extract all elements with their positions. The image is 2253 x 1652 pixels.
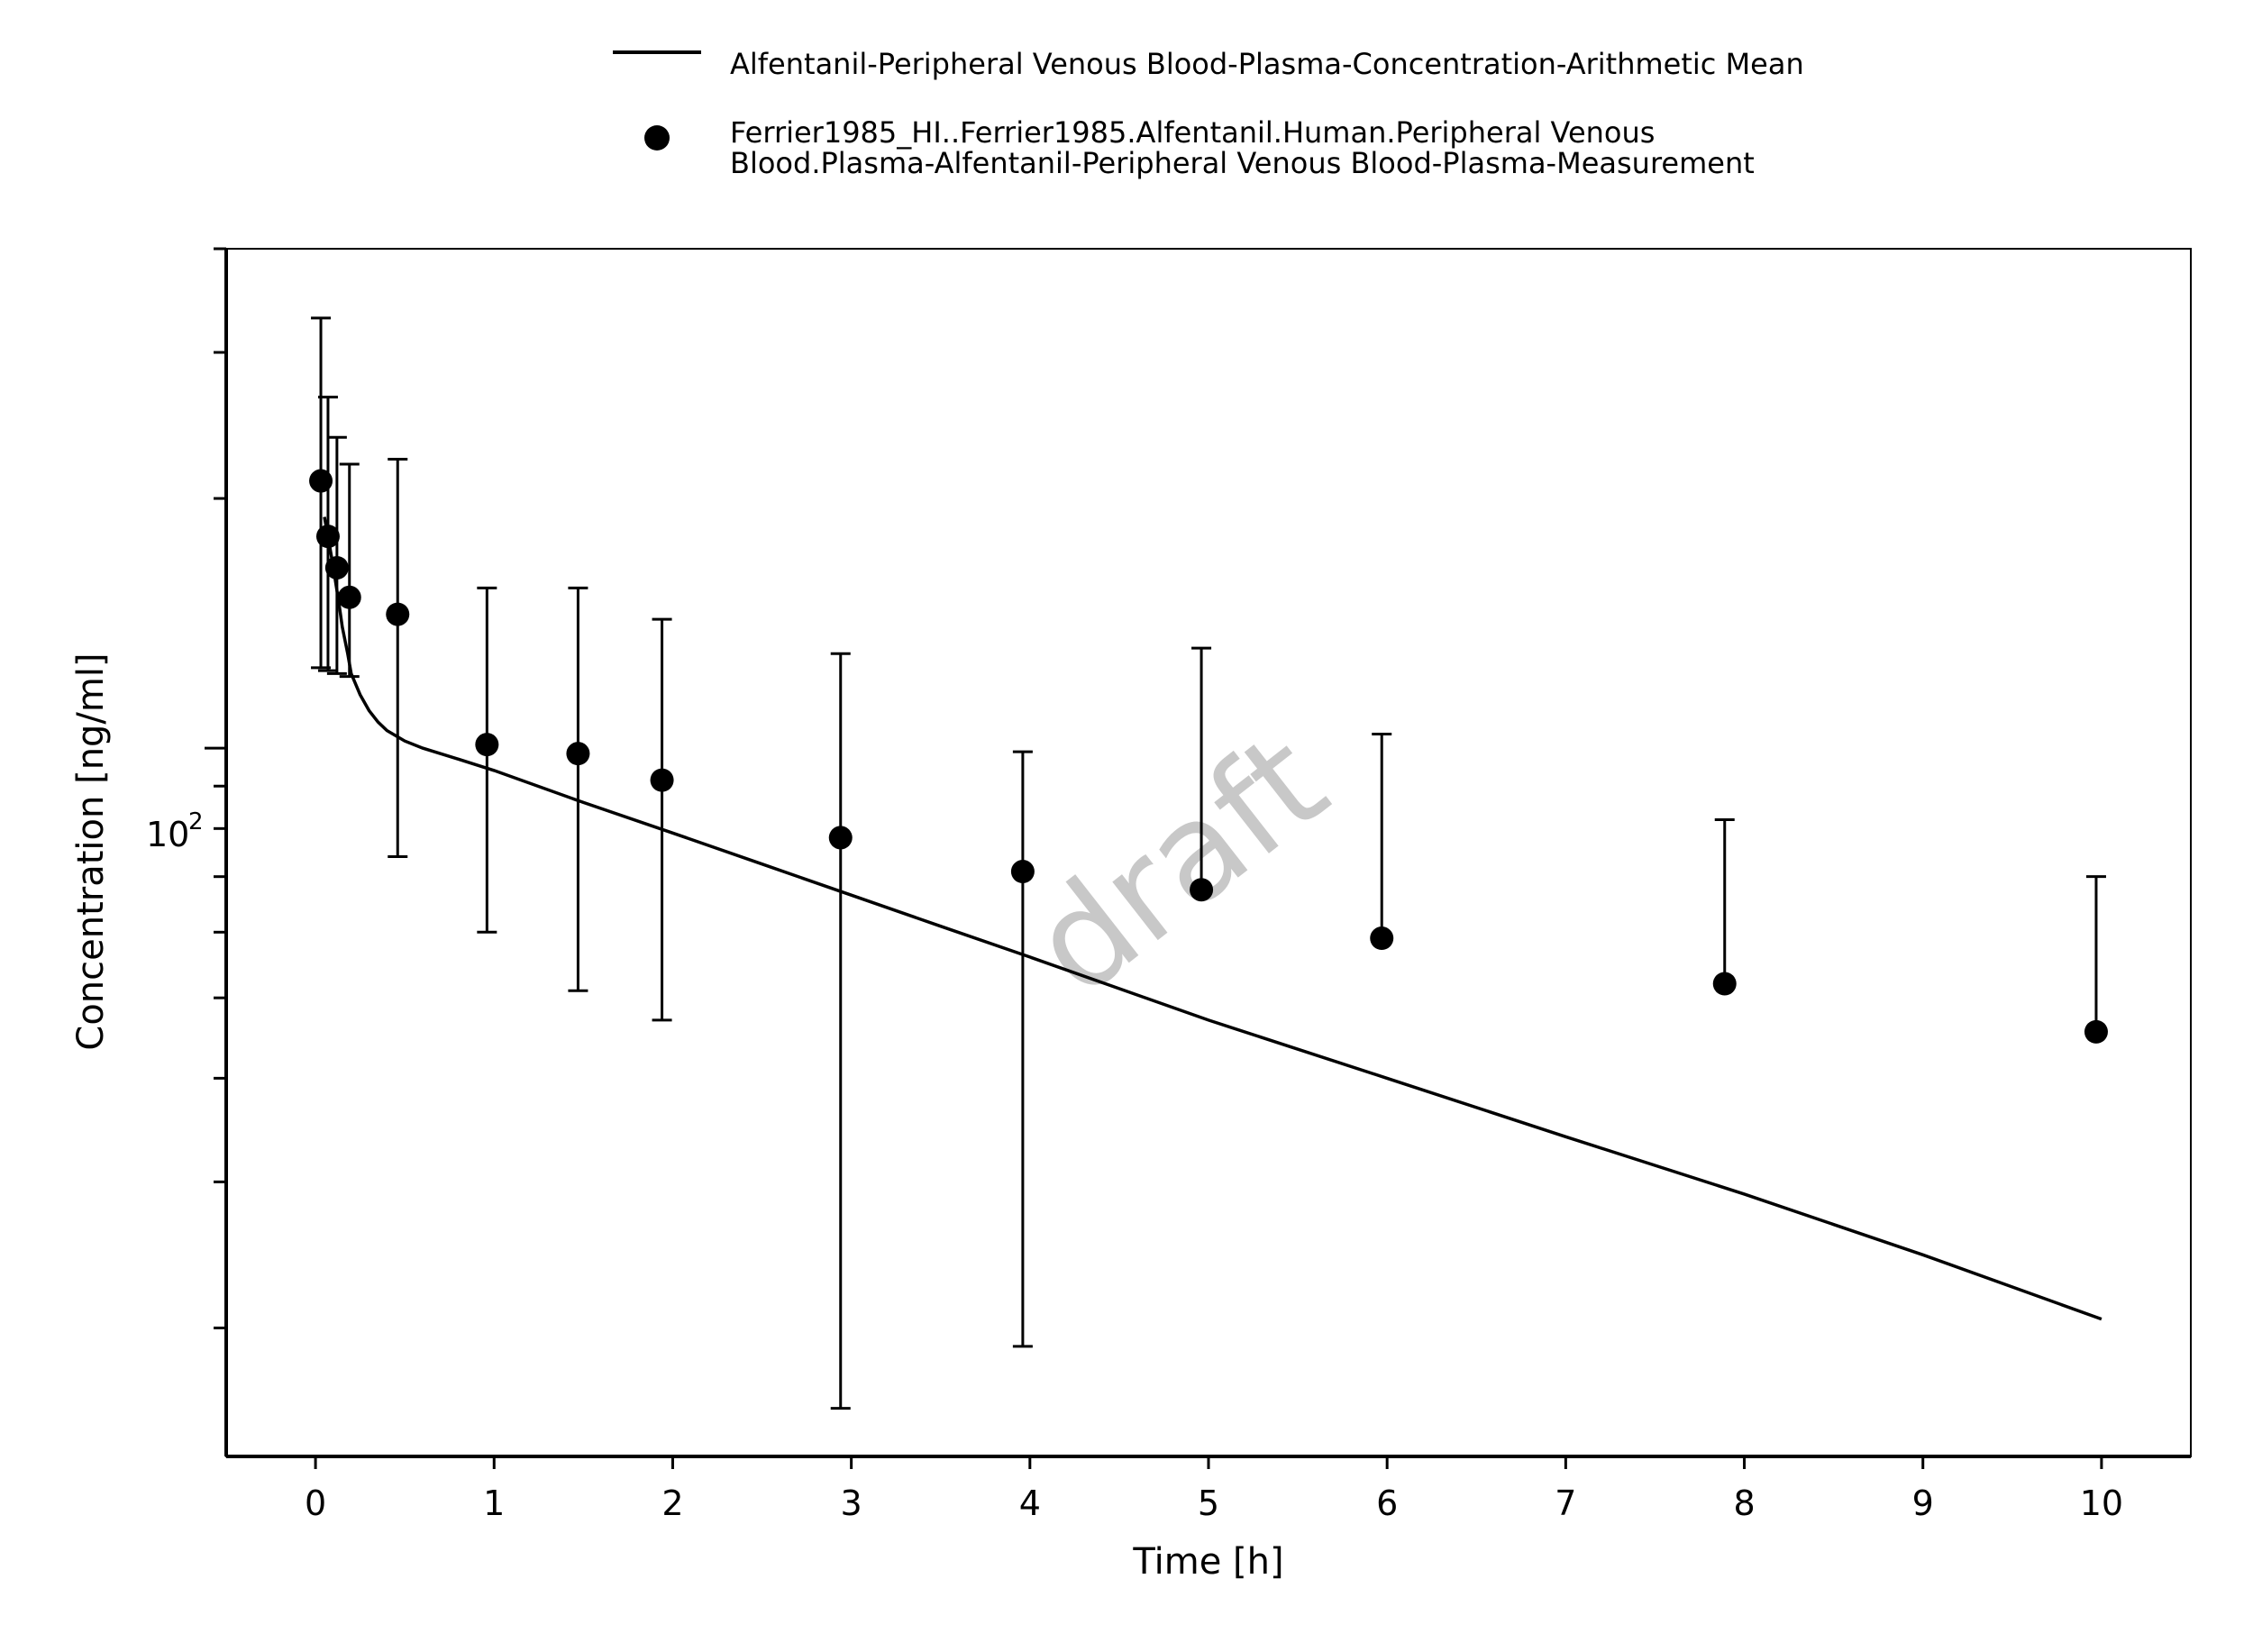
x-tick-label: 6 — [1376, 1483, 1398, 1523]
y-tick-label-base: 10 — [146, 815, 189, 854]
simulation-line — [323, 516, 2102, 1321]
x-tick-label: 7 — [1555, 1483, 1576, 1523]
x-tick-label: 4 — [1019, 1483, 1041, 1523]
data-point — [566, 742, 590, 766]
x-axis-label: Time [h] — [1132, 1541, 1283, 1583]
data-point — [475, 733, 499, 757]
x-tick-label: 9 — [1912, 1483, 1934, 1523]
x-tick-label: 3 — [841, 1483, 862, 1523]
observed-markers — [309, 469, 2108, 1044]
legend-label-observed-line-1: Ferrier1985_HI..Ferrier1985.Alfentanil.H… — [730, 115, 1655, 150]
y-axis-ticks — [205, 247, 226, 1329]
x-tick-label: 8 — [1733, 1483, 1755, 1523]
data-point — [1010, 860, 1035, 884]
legend-label-observed-line-2: Blood.Plasma-Alfentanil-Peripheral Venou… — [730, 146, 1755, 180]
observed-error-bars — [311, 316, 2106, 1410]
data-point — [337, 585, 361, 609]
legend: Alfentanil-Peripheral Venous Blood-Plasm… — [613, 47, 1804, 180]
data-point — [309, 469, 333, 493]
x-tick-label: 1 — [483, 1483, 505, 1523]
data-point — [1370, 926, 1394, 951]
x-tick-label: 10 — [2080, 1483, 2123, 1523]
x-tick-label: 0 — [305, 1483, 326, 1523]
draft-watermark: draft — [1004, 704, 1355, 1026]
x-axis-ticks: 0 1 2 3 4 5 6 7 8 9 10 — [305, 1456, 2123, 1523]
data-point — [650, 768, 674, 792]
data-point — [315, 525, 340, 549]
data-point — [2084, 1019, 2108, 1044]
data-point — [1712, 972, 1737, 996]
data-point — [324, 555, 349, 580]
data-point — [828, 826, 853, 850]
y-tick-label-100: 10 2 — [146, 808, 204, 854]
data-point — [1190, 878, 1214, 902]
legend-label-simulation: Alfentanil-Peripheral Venous Blood-Plasm… — [730, 47, 1804, 81]
simulation-series — [323, 516, 2102, 1321]
legend-marker-swatch — [644, 125, 670, 151]
x-tick-label: 5 — [1198, 1483, 1219, 1523]
data-point — [386, 602, 410, 626]
x-tick-label: 2 — [661, 1483, 683, 1523]
y-axis-label: Concentration [ng/ml] — [70, 653, 112, 1050]
y-tick-label-exponent: 2 — [188, 808, 204, 835]
